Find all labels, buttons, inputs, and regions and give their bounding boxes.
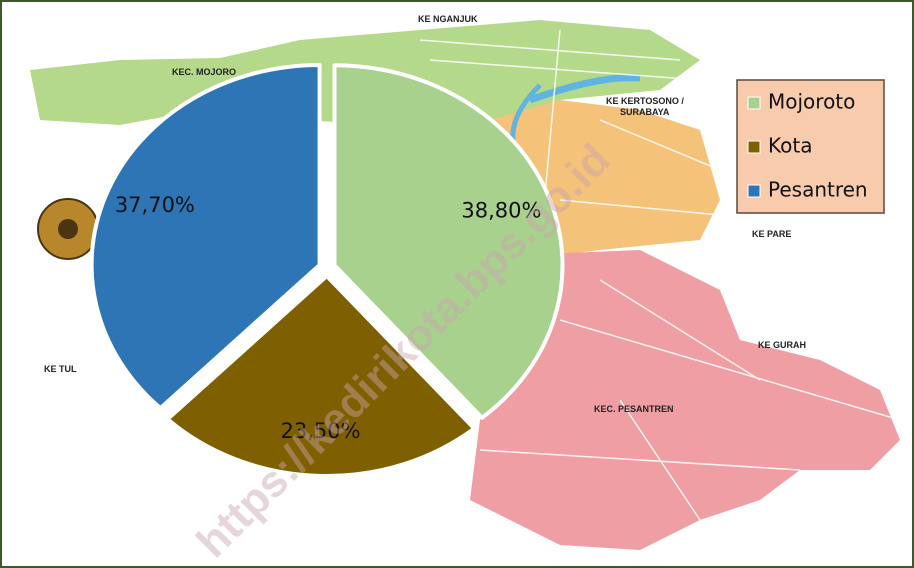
map-label: KEC. MOJORO — [172, 67, 236, 77]
legend-label: Kota — [768, 134, 812, 158]
map-label: KE GURAH — [758, 340, 806, 350]
value-label: 38,80% — [461, 198, 541, 222]
map-label: KEC. PESANTREN — [594, 404, 674, 414]
pie-slice — [89, 62, 322, 411]
map-label: KE KERTOSONO / — [606, 96, 684, 106]
legend-box — [736, 79, 885, 214]
legend-label: Mojoroto — [768, 90, 855, 114]
legend-label: Pesantren — [768, 178, 868, 202]
map-label: SURABAYA — [620, 107, 670, 117]
map-label: KE TUL — [44, 364, 77, 374]
map-label: KE NGANJUK — [418, 14, 478, 24]
legend-swatch — [747, 140, 761, 154]
legend-swatch — [747, 184, 761, 198]
legend-swatch — [747, 96, 761, 110]
map-label: KE PARE — [752, 229, 791, 239]
value-label: 37,70% — [115, 193, 195, 217]
pie-slice — [332, 63, 565, 420]
pie-slice — [165, 273, 477, 478]
value-label: 23,50% — [281, 419, 361, 443]
